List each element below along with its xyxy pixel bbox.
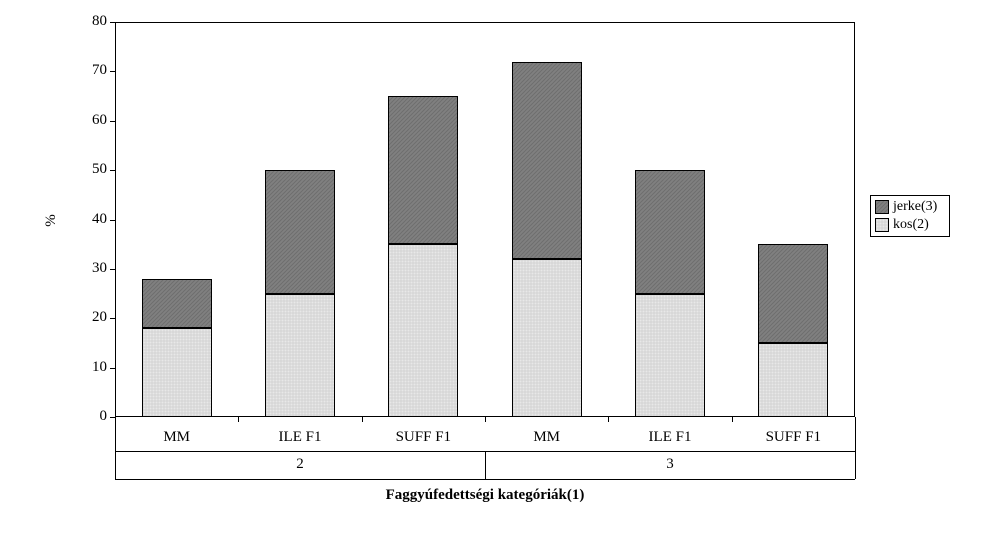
y-axis-title: % — [43, 214, 60, 227]
category-label: SUFF F1 — [732, 429, 855, 446]
bar-kos — [512, 259, 582, 417]
category-label: ILE F1 — [608, 429, 731, 446]
x-block-border — [855, 417, 856, 479]
legend-item: jerke(3) — [875, 199, 937, 215]
group-label: 3 — [485, 456, 855, 473]
y-tick-mark — [110, 368, 115, 369]
chart-stage: % Faggyúfedettségi kategóriák(1) jerke(3… — [0, 0, 999, 539]
y-tick-label: 10 — [77, 359, 107, 376]
y-tick-mark — [110, 71, 115, 72]
x-tick-mark — [608, 417, 609, 422]
y-tick-label: 60 — [77, 112, 107, 129]
bar-kos — [758, 343, 828, 417]
legend-label: kos(2) — [893, 217, 929, 233]
bar-jerke — [142, 279, 212, 328]
y-tick-label: 70 — [77, 62, 107, 79]
group-divider — [485, 451, 486, 479]
bar-kos — [388, 244, 458, 417]
category-label: MM — [485, 429, 608, 446]
y-tick-mark — [110, 121, 115, 122]
plot-area — [115, 22, 855, 417]
category-label: MM — [115, 429, 238, 446]
y-tick-mark — [110, 220, 115, 221]
bar-jerke — [265, 170, 335, 293]
bar-jerke — [758, 244, 828, 343]
y-tick-label: 0 — [77, 408, 107, 425]
y-tick-mark — [110, 269, 115, 270]
legend-item: kos(2) — [875, 217, 929, 233]
y-tick-mark — [110, 22, 115, 23]
x-tick-mark — [732, 417, 733, 422]
y-tick-label: 50 — [77, 161, 107, 178]
y-tick-label: 40 — [77, 211, 107, 228]
legend-swatch-kos — [875, 218, 889, 232]
y-tick-mark — [110, 318, 115, 319]
y-tick-mark — [110, 170, 115, 171]
y-tick-label: 20 — [77, 309, 107, 326]
x-tick-mark — [485, 417, 486, 422]
y-tick-label: 30 — [77, 260, 107, 277]
bar-kos — [635, 294, 705, 417]
group-label: 2 — [115, 456, 485, 473]
x-row-divider — [115, 479, 855, 480]
bar-jerke — [512, 62, 582, 260]
x-tick-mark — [362, 417, 363, 422]
legend: jerke(3) kos(2) — [870, 195, 950, 237]
category-label: ILE F1 — [238, 429, 361, 446]
x-block-border — [115, 417, 116, 479]
category-label: SUFF F1 — [362, 429, 485, 446]
bar-kos — [265, 294, 335, 417]
bar-jerke — [388, 96, 458, 244]
legend-swatch-jerke — [875, 200, 889, 214]
y-tick-label: 80 — [77, 13, 107, 30]
bar-kos — [142, 328, 212, 417]
x-axis-title: Faggyúfedettségi kategóriák(1) — [115, 487, 855, 504]
legend-label: jerke(3) — [893, 199, 937, 215]
bar-jerke — [635, 170, 705, 293]
x-tick-mark — [238, 417, 239, 422]
